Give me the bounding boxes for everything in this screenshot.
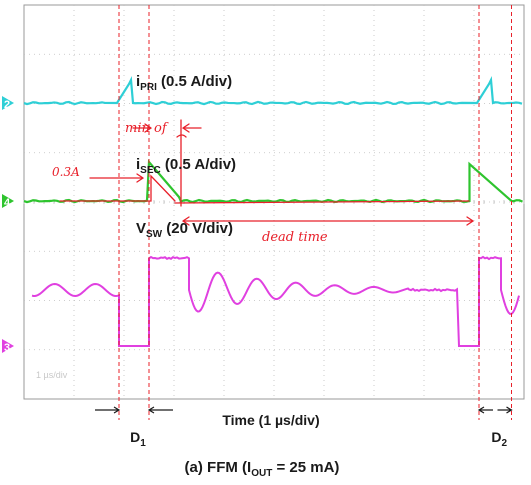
- channel-label-ipri: iPRI (0.5 A/div): [136, 73, 232, 93]
- handwritten-annotations: [59, 119, 475, 226]
- figure-caption: (a) FFM (IOUT = 25 mA): [185, 459, 340, 479]
- channel-label-isec: iSEC (0.5 A/div): [136, 156, 236, 176]
- channel-label-vsw: VSW (20 V/div): [136, 220, 233, 240]
- annotation-arrow: [181, 123, 202, 133]
- annotation-overlay-trace: [59, 174, 176, 202]
- annotation-arrow: [89, 173, 145, 183]
- interval-arrow: [497, 406, 513, 414]
- annotation-current: 0.3A: [52, 165, 80, 179]
- annotation-mark: [176, 134, 187, 138]
- annotation-arrow: [132, 123, 153, 133]
- screen-scale-label: 1 µs/div: [36, 370, 68, 380]
- x-axis-label: Time (1 µs/div): [222, 412, 319, 428]
- annotation-dead-time-arrow: [181, 216, 475, 226]
- interval-label-d1: D1: [130, 429, 146, 449]
- annotation-overlay-trace: [174, 200, 470, 204]
- annotation-min-of: min of: [125, 121, 169, 136]
- svg-text:2: 2: [4, 99, 10, 111]
- channel-marker-2: 2: [2, 96, 14, 111]
- interval-label-d2: D2: [491, 429, 507, 449]
- dead-time-markers: [95, 5, 513, 420]
- svg-text:4: 4: [4, 197, 11, 209]
- channel-marker-3: 3: [2, 339, 14, 354]
- svg-text:3: 3: [4, 342, 10, 354]
- trace-primary-current: [23, 76, 523, 106]
- interval-arrow: [95, 406, 121, 414]
- channel-marker-4: 4: [2, 194, 14, 209]
- interval-arrow: [477, 406, 493, 414]
- interval-arrow: [147, 406, 173, 414]
- trace-switch-voltage: [31, 255, 520, 347]
- annotation-dead-time: dead time: [262, 230, 328, 245]
